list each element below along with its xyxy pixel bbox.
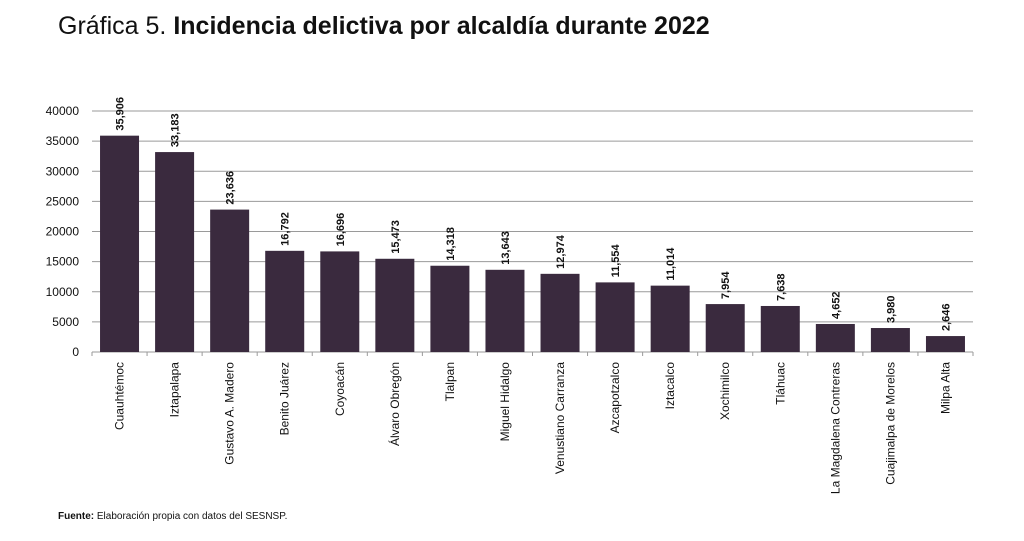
data-label: 14,318 xyxy=(445,227,457,261)
x-tick-label: Azcapotzalco xyxy=(608,362,622,434)
data-label: 13,643 xyxy=(500,231,512,265)
bar-chart: 0 5000 10000 15000 20000 25000 30000 35000 40000… xyxy=(46,97,974,494)
bar xyxy=(815,323,855,352)
bar xyxy=(320,251,360,352)
data-label: 11,554 xyxy=(610,243,622,277)
x-tick-label: Cuajimalpa de Morelos xyxy=(883,362,897,485)
data-label: 23,636 xyxy=(225,171,237,205)
y-tick-label: 20000 xyxy=(46,225,80,239)
data-label: 7,638 xyxy=(775,273,787,301)
x-tick-label: Milpa Alta xyxy=(938,362,952,414)
bar xyxy=(760,305,800,352)
x-tick-label: Tlalpan xyxy=(443,362,457,401)
chart-title-prefix: Gráfica 5. xyxy=(58,12,167,40)
data-label: 11,014 xyxy=(665,247,677,281)
bar xyxy=(650,285,690,352)
data-label: 15,473 xyxy=(390,220,402,254)
y-tick-label: 0 xyxy=(72,345,79,359)
bar xyxy=(705,304,745,352)
x-tick-label: La Magdalena Contreras xyxy=(828,362,842,494)
bar xyxy=(155,152,195,352)
data-label: 7,954 xyxy=(720,271,732,299)
y-tick-label: 10000 xyxy=(46,285,80,299)
bar xyxy=(595,282,635,352)
source-label: Fuente: xyxy=(58,511,95,522)
data-label: 4,652 xyxy=(830,291,842,319)
data-label: 3,980 xyxy=(885,295,897,323)
y-tick-label: 15000 xyxy=(46,255,80,269)
data-label: 16,792 xyxy=(280,212,292,246)
data-label: 35,906 xyxy=(115,97,127,131)
bar xyxy=(210,209,250,352)
y-tick-label: 30000 xyxy=(46,164,80,178)
x-tick-label: Venustiano Carranza xyxy=(553,362,567,474)
y-tick-label: 5000 xyxy=(52,315,79,329)
bar xyxy=(540,273,580,352)
bar xyxy=(870,328,910,352)
bar xyxy=(925,336,965,352)
x-tick-label: Cuauhtémoc xyxy=(113,362,127,430)
source-note: Fuente: Elaboración propia con datos del… xyxy=(58,511,287,522)
bar xyxy=(100,135,140,352)
data-label: 2,646 xyxy=(940,304,952,332)
bar xyxy=(430,265,470,352)
x-tick-label: Benito Juárez xyxy=(278,362,292,435)
bar xyxy=(485,269,525,352)
x-tick-label: Miguel Hidalgo xyxy=(498,362,512,442)
x-tick-label: Coyoacán xyxy=(333,362,347,416)
y-tick-label: 25000 xyxy=(46,194,80,208)
x-tick-label: Xochimilco xyxy=(718,362,732,420)
chart-title-main: Incidencia delictiva por alcaldía durant… xyxy=(173,12,710,40)
bar xyxy=(265,250,305,352)
x-tick-label: Iztapalapa xyxy=(168,362,182,418)
source-text: Elaboración propia con datos del SESNSP. xyxy=(96,511,288,522)
y-tick-label: 35000 xyxy=(46,134,80,148)
data-label: 12,974 xyxy=(555,234,567,269)
bar xyxy=(375,258,415,352)
x-tick-label: Gustavo A. Madero xyxy=(223,362,237,465)
x-tick-label: Tláhuac xyxy=(773,362,787,405)
chart-title: Gráfica 5. Incidencia delictiva por alca… xyxy=(58,12,710,41)
data-label: 33,183 xyxy=(170,113,182,147)
x-tick-label: Iztacalco xyxy=(663,362,677,410)
y-tick-label: 40000 xyxy=(46,104,80,118)
x-tick-label: Álvaro Obregón xyxy=(387,362,402,446)
data-label: 16,696 xyxy=(335,213,347,247)
